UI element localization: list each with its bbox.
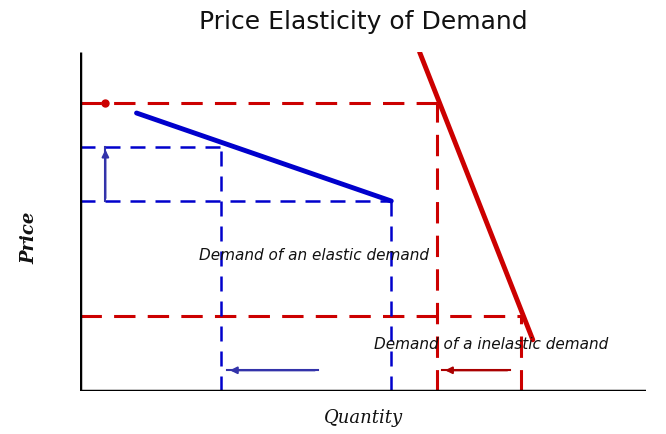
Text: Demand of an elastic demand: Demand of an elastic demand <box>199 248 429 263</box>
Text: Price: Price <box>20 212 38 264</box>
Text: Price Elasticity of Demand: Price Elasticity of Demand <box>198 10 527 33</box>
Text: Demand of a inelastic demand: Demand of a inelastic demand <box>374 337 609 352</box>
Text: Quantity: Quantity <box>324 409 402 427</box>
